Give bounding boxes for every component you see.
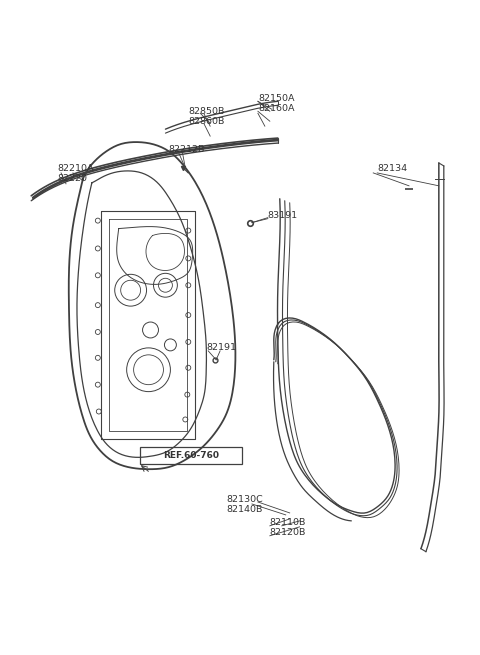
- FancyBboxPatch shape: [140, 447, 242, 464]
- Text: 82850B: 82850B: [188, 107, 225, 116]
- Text: 82212B: 82212B: [168, 145, 205, 153]
- Text: REF.60-760: REF.60-760: [163, 451, 219, 460]
- Text: 82220: 82220: [57, 174, 87, 183]
- Text: 82210A: 82210A: [57, 164, 94, 174]
- Text: 82110B: 82110B: [270, 518, 306, 527]
- Text: 82160A: 82160A: [258, 103, 294, 113]
- Text: 82130C: 82130C: [226, 495, 263, 504]
- Text: 82140B: 82140B: [226, 506, 263, 514]
- Text: 82860B: 82860B: [188, 117, 225, 126]
- Text: 82150A: 82150A: [258, 94, 294, 103]
- Text: 83191: 83191: [268, 211, 298, 220]
- Text: 82191: 82191: [206, 343, 236, 352]
- Text: 82120B: 82120B: [270, 529, 306, 537]
- Text: 82134: 82134: [377, 164, 408, 174]
